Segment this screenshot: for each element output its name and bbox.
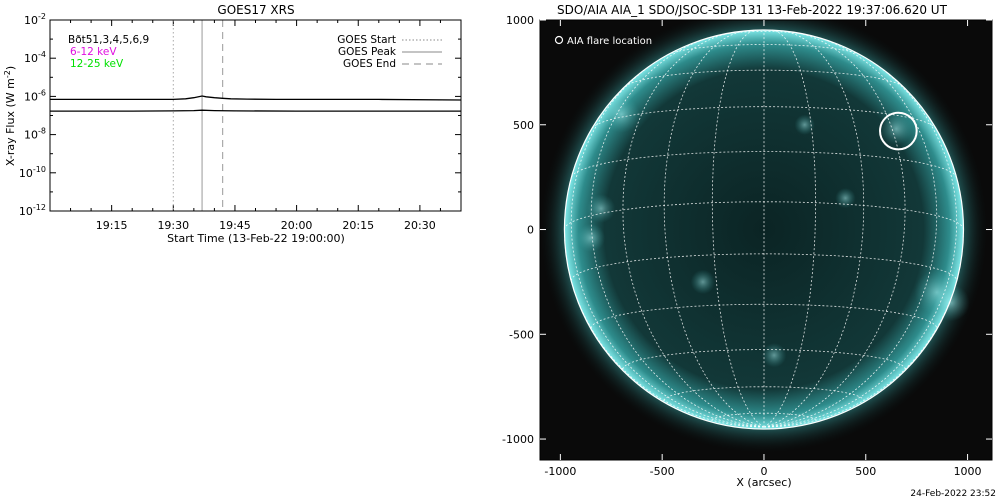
aia-x-tick-label: 0 xyxy=(760,465,767,478)
grid-line xyxy=(667,44,861,56)
goes-title: GOES17 XRS xyxy=(217,3,294,17)
grid-line xyxy=(763,30,865,428)
legend-item-6-12kev: 6-12 keV xyxy=(70,46,117,58)
active-region-glow xyxy=(761,343,787,368)
aia-x-tick-label: -1000 xyxy=(544,465,576,478)
grid-line xyxy=(763,36,938,428)
grid-line xyxy=(622,349,906,370)
active-region-glow xyxy=(603,95,640,133)
grid-line xyxy=(663,30,765,428)
footer-timestamp: 24-Feb-2022 23:52 xyxy=(910,489,996,499)
aia-y-tick-label: 1000 xyxy=(506,14,534,27)
active-region-glow xyxy=(690,269,716,295)
aia-image xyxy=(540,20,988,453)
flare-legend-label: AIA flare location xyxy=(567,36,652,47)
aia-title: SDO/AIA AIA_1 SDO/JSOC-SDP 131 13-Feb-20… xyxy=(557,3,948,17)
sun-limb xyxy=(563,29,965,430)
goes-plot-frame xyxy=(49,19,462,212)
grid-line xyxy=(763,29,816,428)
aia-plot-frame xyxy=(539,19,993,461)
goes-series-line-1 xyxy=(50,95,461,101)
active-regions xyxy=(576,95,970,368)
goes-y-tick-label: 10-4 xyxy=(24,50,46,65)
grid-line xyxy=(571,151,957,178)
goes-x-tick-label: 19:15 xyxy=(96,219,128,232)
legend-goes-start: GOES Start xyxy=(337,34,396,46)
flare-location-circle xyxy=(879,111,918,151)
goes-y-ticks: 10-12 10-10 10-8 10-6 10-4 10-2 xyxy=(19,12,461,218)
goes-panel: GOES17 XRS 10-12 10-10 10-8 10-6 10-4 10-2 19… xyxy=(3,3,462,245)
grid-line xyxy=(590,303,938,329)
grid-line xyxy=(711,412,816,421)
flare-legend-marker xyxy=(554,35,564,45)
goes-x-ticks: 19:15 19:30 19:45 20:00 20:15 20:30 xyxy=(70,20,441,232)
aia-y-tick-label: -1000 xyxy=(502,433,534,446)
active-region-glow xyxy=(794,114,815,135)
grid-line xyxy=(763,54,958,428)
goes-x-tick-label: 19:30 xyxy=(157,219,189,232)
aia-panel: SDO/AIA AIA_1 SDO/JSOC-SDP 131 13-Feb-20… xyxy=(502,3,993,489)
active-region-glow xyxy=(880,112,913,146)
aia-y-tick-label: -500 xyxy=(509,328,534,341)
grid-line xyxy=(763,31,906,428)
active-region-glow xyxy=(835,187,856,209)
aia-x-ticks: -1000 -500 0 500 1000 xyxy=(544,20,982,478)
grid-line xyxy=(564,201,964,230)
legend-goes-end: GOES End xyxy=(343,58,396,70)
aia-x-tick-label: 1000 xyxy=(954,465,982,478)
goes-xlabel: Start Time (13-Feb-22 19:00:00) xyxy=(167,232,345,245)
goes-x-tick-label: 19:45 xyxy=(219,219,251,232)
heliographic-grid xyxy=(564,29,964,428)
goes-x-tick-label: 20:30 xyxy=(404,219,436,232)
aia-y-tick-label: 500 xyxy=(513,119,534,132)
grid-line xyxy=(624,69,904,88)
aia-x-tick-label: -500 xyxy=(650,465,675,478)
goes-ylabel: X-ray Flux (W m-2) xyxy=(3,66,17,166)
legend-goes-peak: GOES Peak xyxy=(338,46,397,58)
aia-xlabel: X (arcsec) xyxy=(736,476,791,489)
grid-line xyxy=(711,29,765,428)
active-region-glow xyxy=(586,194,616,223)
legend-item-satellites: Bðt51,3,4,5,6,9 xyxy=(68,34,149,46)
aia-y-tick-label: 0 xyxy=(527,224,534,237)
goes-y-tick-label: 10-12 xyxy=(19,203,46,218)
aia-x-tick-label: 500 xyxy=(855,465,876,478)
goes-y-tick-label: 10-10 xyxy=(19,165,46,180)
aia-y-ticks: -1000 -500 0 500 1000 xyxy=(502,14,992,446)
goes-y-tick-label: 10-8 xyxy=(24,127,46,142)
goes-series-line-2 xyxy=(50,109,461,112)
grid-line xyxy=(570,54,765,428)
grid-line xyxy=(570,253,958,281)
grid-line xyxy=(590,36,765,428)
grid-line xyxy=(663,386,865,401)
goes-y-tick-label: 10-2 xyxy=(24,12,46,27)
goes-x-tick-label: 20:00 xyxy=(281,219,313,232)
goes-series-group xyxy=(50,95,461,112)
legend-item-12-25kev: 12-25 keV xyxy=(70,58,124,70)
grid-line xyxy=(622,31,765,428)
goes-y-tick-label: 10-6 xyxy=(24,88,46,103)
goes-x-tick-label: 20:15 xyxy=(342,219,374,232)
active-region-glow xyxy=(932,284,970,322)
active-region-glow xyxy=(576,223,606,253)
